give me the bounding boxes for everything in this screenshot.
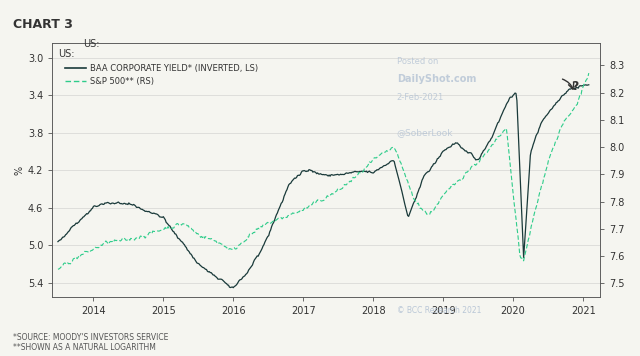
Text: Posted on: Posted on (397, 57, 438, 66)
Text: © BCC Research 2021: © BCC Research 2021 (397, 306, 481, 315)
Text: **SHOWN AS A NATURAL LOGARITHM: **SHOWN AS A NATURAL LOGARITHM (13, 344, 156, 352)
Text: US:: US: (83, 39, 100, 49)
Text: 2-Feb-2021: 2-Feb-2021 (397, 93, 444, 102)
Text: DailyShot.com: DailyShot.com (397, 74, 476, 84)
Legend: BAA CORPORATE YIELD* (INVERTED, LS), S&P 500** (RS): BAA CORPORATE YIELD* (INVERTED, LS), S&P… (62, 60, 262, 89)
Text: *SOURCE: MOODY'S INVESTORS SERVICE: *SOURCE: MOODY'S INVESTORS SERVICE (13, 333, 168, 342)
Y-axis label: %: % (15, 166, 25, 175)
Text: ?: ? (572, 80, 579, 93)
Text: CHART 3: CHART 3 (13, 18, 73, 31)
Text: @SoberLook: @SoberLook (397, 128, 453, 137)
Text: US:: US: (58, 48, 74, 58)
